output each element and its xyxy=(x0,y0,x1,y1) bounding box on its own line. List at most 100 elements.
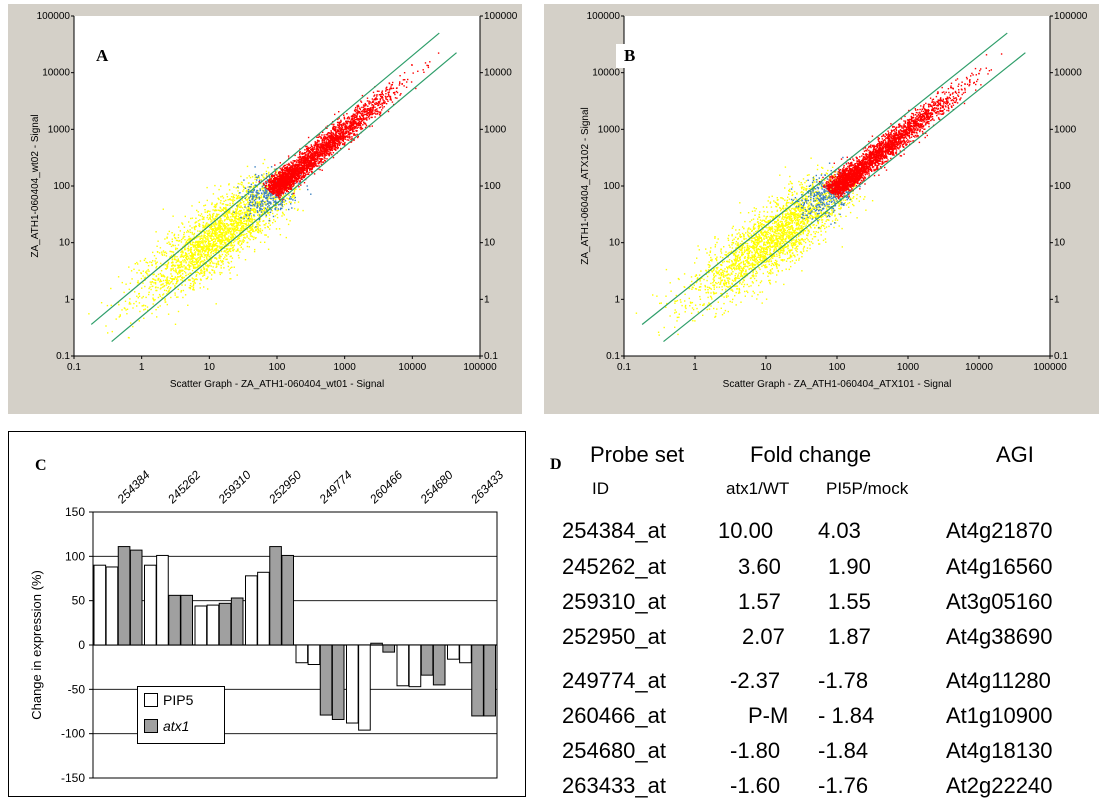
scatter-point xyxy=(264,189,267,191)
scatter-point xyxy=(303,153,305,155)
scatter-point xyxy=(286,197,288,199)
scatter-point xyxy=(272,192,274,195)
scatter-point xyxy=(248,216,250,218)
scatter-point xyxy=(353,134,355,136)
scatter-point xyxy=(214,234,216,236)
scatter-point xyxy=(273,196,276,198)
scatter-point xyxy=(268,171,270,174)
scatter-point xyxy=(259,220,261,223)
scatter-point xyxy=(350,118,353,120)
scatter-point xyxy=(254,198,257,201)
scatter-point xyxy=(252,224,254,227)
scatter-point xyxy=(257,202,260,205)
scatter-point xyxy=(265,184,268,187)
scatter-point xyxy=(324,142,326,144)
scatter-point xyxy=(349,126,351,129)
scatter-point xyxy=(325,143,327,145)
scatter-point xyxy=(169,282,172,284)
scatter-point xyxy=(337,124,339,127)
scatter-point xyxy=(168,243,171,245)
scatter-point xyxy=(334,146,336,148)
scatter-point xyxy=(213,206,215,208)
scatter-point xyxy=(204,209,206,211)
scatter-point xyxy=(148,270,150,272)
scatter-point xyxy=(192,261,194,263)
scatter-point xyxy=(266,225,269,228)
scatter-point xyxy=(243,188,245,191)
scatter-point xyxy=(285,190,288,192)
scatter-point xyxy=(273,198,275,200)
scatter-point xyxy=(261,213,264,215)
scatter-point xyxy=(171,275,173,277)
scatter-point xyxy=(381,103,384,105)
scatter-point xyxy=(217,262,219,264)
scatter-point xyxy=(297,180,299,183)
scatter-point xyxy=(380,103,382,105)
scatter-point xyxy=(258,179,261,181)
scatter-point xyxy=(239,201,242,203)
scatter-point xyxy=(233,231,235,233)
scatter-point xyxy=(327,154,329,156)
scatter-point xyxy=(388,94,390,96)
scatter-point xyxy=(214,251,216,253)
scatter-point xyxy=(238,192,240,194)
scatter-point xyxy=(322,140,325,142)
scatter-point xyxy=(252,208,254,210)
scatter-point xyxy=(324,141,326,143)
scatter-point xyxy=(298,169,301,171)
scatter-point xyxy=(233,244,235,247)
scatter-point xyxy=(224,239,226,242)
scatter-point xyxy=(331,145,333,147)
scatter-point xyxy=(341,139,344,142)
scatter-point xyxy=(166,267,168,269)
scatter-point xyxy=(201,241,203,243)
scatter-point xyxy=(200,253,202,255)
scatter-point xyxy=(346,113,348,115)
scatter-point xyxy=(238,197,241,199)
scatter-point xyxy=(270,209,272,211)
scatter-point xyxy=(351,123,354,125)
scatter-point xyxy=(281,196,284,198)
scatter-point xyxy=(385,98,387,100)
scatter-point xyxy=(222,234,224,237)
scatter-point xyxy=(190,247,192,249)
scatter-point xyxy=(291,196,293,198)
scatter-point xyxy=(289,196,292,198)
scatter-point xyxy=(174,265,176,267)
scatter-point xyxy=(382,99,384,101)
scatter-point xyxy=(333,137,335,139)
scatter-point xyxy=(215,206,217,208)
scatter-point xyxy=(212,242,215,244)
scatter-point xyxy=(228,229,230,231)
scatter-point xyxy=(344,127,347,130)
scatter-point xyxy=(337,136,340,138)
scatter-point xyxy=(293,190,296,192)
scatter-point xyxy=(382,94,384,96)
scatter-point xyxy=(209,272,211,274)
scatter-point xyxy=(264,192,266,195)
scatter-point xyxy=(354,108,356,111)
scatter-point xyxy=(252,238,255,241)
scatter-point xyxy=(152,251,154,254)
scatter-point xyxy=(229,255,231,258)
scatter-point xyxy=(265,222,267,225)
scatter-point xyxy=(237,215,240,217)
scatter-point xyxy=(258,196,260,199)
scatter-point xyxy=(338,143,340,145)
scatter-point xyxy=(305,167,308,169)
scatter-point xyxy=(299,170,301,172)
scatter-point xyxy=(202,239,204,241)
scatter-point xyxy=(342,143,344,145)
scatter-point xyxy=(163,289,166,291)
scatter-point xyxy=(202,262,204,265)
scatter-point xyxy=(293,191,296,193)
scatter-point xyxy=(337,144,339,146)
scatter-point xyxy=(200,248,203,250)
scatter-point xyxy=(144,308,146,310)
scatter-point xyxy=(350,121,352,123)
scatter-point xyxy=(204,231,206,233)
scatter-point xyxy=(332,132,335,134)
scatter-point xyxy=(227,240,229,242)
scatter-point xyxy=(167,263,169,265)
scatter-point xyxy=(211,225,213,227)
